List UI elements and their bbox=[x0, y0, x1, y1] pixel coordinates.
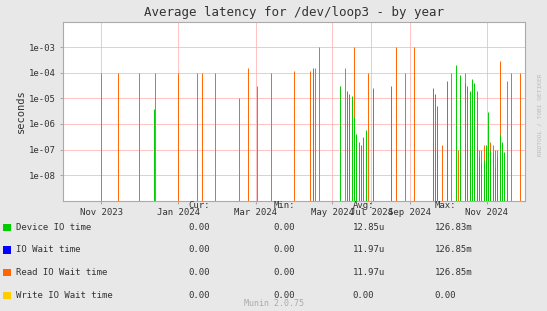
Text: 0.00: 0.00 bbox=[189, 245, 210, 254]
Text: Read IO Wait time: Read IO Wait time bbox=[16, 268, 108, 277]
Text: Max:: Max: bbox=[435, 201, 456, 210]
Text: RRDTOOL / TOBI OETIKER: RRDTOOL / TOBI OETIKER bbox=[538, 74, 543, 156]
Text: 11.97u: 11.97u bbox=[353, 245, 385, 254]
Text: Min:: Min: bbox=[274, 201, 295, 210]
Text: 0.00: 0.00 bbox=[353, 291, 374, 299]
Text: Avg:: Avg: bbox=[353, 201, 374, 210]
Y-axis label: seconds: seconds bbox=[16, 89, 26, 133]
Text: Write IO Wait time: Write IO Wait time bbox=[16, 291, 113, 299]
Text: 11.97u: 11.97u bbox=[353, 268, 385, 277]
Text: Cur:: Cur: bbox=[189, 201, 210, 210]
Text: 0.00: 0.00 bbox=[189, 223, 210, 231]
Text: 0.00: 0.00 bbox=[435, 291, 456, 299]
Text: IO Wait time: IO Wait time bbox=[16, 245, 81, 254]
Text: 126.85m: 126.85m bbox=[435, 268, 473, 277]
Text: 0.00: 0.00 bbox=[189, 268, 210, 277]
Text: Munin 2.0.75: Munin 2.0.75 bbox=[243, 299, 304, 308]
Text: Device IO time: Device IO time bbox=[16, 223, 92, 231]
Text: 0.00: 0.00 bbox=[274, 245, 295, 254]
Title: Average latency for /dev/loop3 - by year: Average latency for /dev/loop3 - by year bbox=[144, 6, 444, 19]
Text: 12.85u: 12.85u bbox=[353, 223, 385, 231]
Text: 126.85m: 126.85m bbox=[435, 245, 473, 254]
Text: 0.00: 0.00 bbox=[274, 268, 295, 277]
Text: 0.00: 0.00 bbox=[189, 291, 210, 299]
Text: 0.00: 0.00 bbox=[274, 291, 295, 299]
Text: 126.83m: 126.83m bbox=[435, 223, 473, 231]
Text: 0.00: 0.00 bbox=[274, 223, 295, 231]
